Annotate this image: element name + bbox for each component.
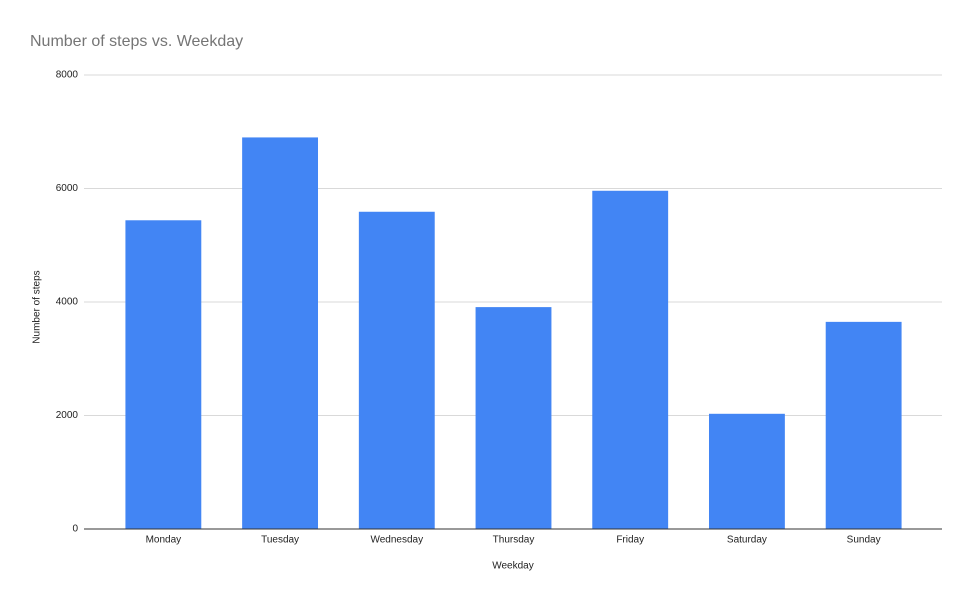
chart-title: Number of steps vs. Weekday (30, 33, 243, 50)
bar (358, 211, 435, 529)
bar (592, 190, 669, 529)
y-axis-title: Number of steps (32, 270, 43, 343)
bar (475, 307, 552, 529)
x-tick-label: Friday (616, 535, 644, 546)
y-tick-label: 4000 (56, 297, 79, 308)
bar (242, 137, 319, 530)
x-tick-label: Sunday (847, 535, 881, 546)
x-tick-label: Saturday (727, 535, 767, 546)
y-tick-label: 2000 (56, 410, 79, 421)
bar (125, 220, 202, 529)
y-tick-label: 0 (72, 524, 78, 535)
bar (825, 321, 902, 529)
x-tick-label: Monday (146, 535, 182, 546)
x-tick-label: Thursday (493, 535, 535, 546)
x-tick-label: Tuesday (261, 535, 299, 546)
y-tick-label: 8000 (56, 70, 79, 81)
y-tick-label: 6000 (56, 183, 79, 194)
x-tick-label: Wednesday (370, 535, 423, 546)
x-axis-title: Weekday (492, 561, 534, 572)
bar (708, 413, 785, 529)
